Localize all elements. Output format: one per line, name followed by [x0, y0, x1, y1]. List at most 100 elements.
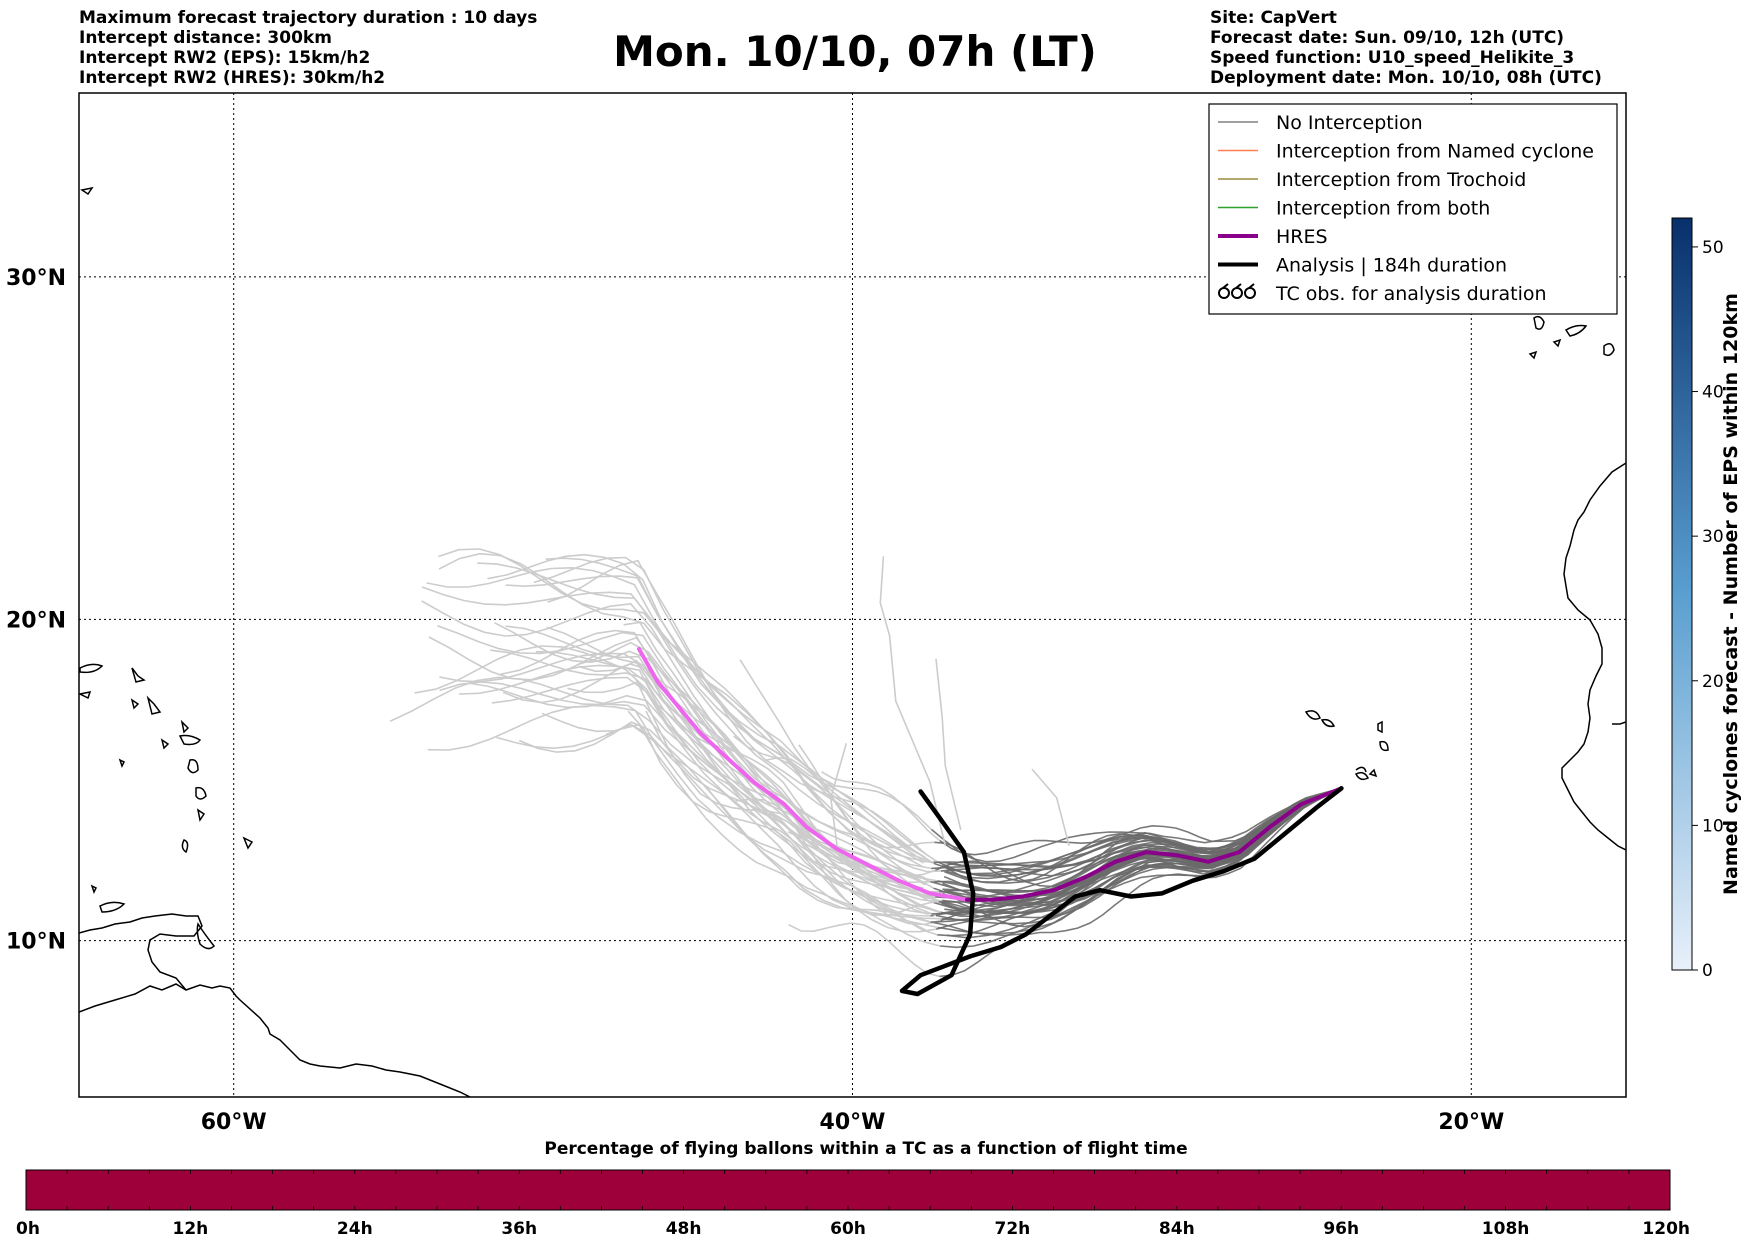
- coast-island-canary-1: [1533, 315, 1545, 330]
- flight-time-tick-label: 108h: [1482, 1219, 1530, 1239]
- tc-obs-symbol-tail: [1235, 283, 1242, 289]
- ensemble-trajectory-stray: [935, 658, 962, 831]
- legend-item: Interception from Named cyclone: [1218, 141, 1594, 163]
- legend-item-label: No Interception: [1276, 112, 1423, 134]
- longitude-tick-label: 40°W: [820, 1110, 886, 1135]
- ensemble-trajectory-stray: [1031, 768, 1070, 847]
- map-frame: [78, 92, 1627, 1098]
- cyclones-colorbar-tick-label: 20: [1702, 672, 1724, 692]
- ensemble-trajectory-early: [578, 663, 926, 879]
- flight-time-tick-label: 84h: [1159, 1219, 1195, 1239]
- ensemble-trajectory-early: [535, 650, 939, 903]
- ensemble-trajectory-early: [500, 629, 941, 903]
- coast-south-america-north: [79, 913, 203, 991]
- coast-caribbean-6: [146, 695, 162, 715]
- ensemble-trajectory-early: [496, 723, 939, 929]
- legend-item-label: Analysis | 184h duration: [1276, 255, 1507, 277]
- ensemble-trajectory-early: [739, 659, 932, 830]
- ensemble-trajectory-late: [933, 787, 1342, 875]
- coast-caribbean-2: [79, 663, 104, 674]
- ensemble-trajectory-late: [934, 787, 1342, 883]
- ensemble-trajectory-early: [438, 552, 932, 870]
- latitude-tick-label: 30°N: [6, 266, 66, 291]
- coast-caribbean-8: [160, 738, 170, 750]
- flight-time-tick-label: 120h: [1642, 1219, 1690, 1239]
- coast-caribbean-12: [196, 808, 206, 822]
- ensemble-trajectory-early: [545, 557, 926, 859]
- coast-south-america: [79, 983, 471, 1097]
- cyclones-colorbar-tick-label: 10: [1702, 816, 1724, 836]
- cyclones-colorbar: 0 10 20 30 40 50 Named cyclones forecast - Nu…: [1671, 217, 1742, 981]
- axis-tick-labels: 60°W 40°W 20°W 10°N 20°N 30°N: [6, 266, 1504, 1135]
- flight-time-tick-label: 24h: [337, 1219, 373, 1239]
- flight-time-tick-label: 12h: [173, 1219, 209, 1239]
- ensemble-trajectory-early: [541, 712, 942, 920]
- analysis-trajectory: [899, 786, 1344, 997]
- ensemble-trajectory-early: [733, 735, 941, 873]
- coast-caribbean-16: [99, 901, 126, 913]
- ensemble-trajectories: [389, 548, 1342, 978]
- flight-time-tick-label: 60h: [830, 1219, 866, 1239]
- coast-caribbean-4: [131, 667, 146, 683]
- coast-island-cv-4: [1379, 740, 1389, 752]
- hres-trajectory: [965, 786, 1344, 902]
- coast-island-cv-1: [1304, 710, 1321, 720]
- coast-island-cv-6: [1355, 766, 1367, 773]
- longitude-tick-label: 60°W: [201, 1110, 267, 1135]
- flight-time-tick-label: 72h: [995, 1219, 1031, 1239]
- map-area: [78, 92, 1627, 1098]
- forecast-parameters: Maximum forecast trajectory duration : 1…: [79, 8, 537, 88]
- latitude-tick-label: 10°N: [6, 930, 66, 955]
- ensemble-trajectory-early: [458, 664, 941, 913]
- ensemble-trajectory-early: [426, 566, 926, 863]
- coast-island-canary-2: [1564, 324, 1588, 337]
- legend-item: Analysis | 184h duration: [1218, 255, 1507, 277]
- ensemble-trajectory-early: [421, 586, 924, 864]
- page-title: Mon. 10/10, 07h (LT): [613, 27, 1097, 76]
- tc-obs-symbol-tail: [1222, 283, 1229, 289]
- coast-caribbean-1: [80, 186, 94, 196]
- flight-time-tick-label: 36h: [501, 1219, 537, 1239]
- site-info-line: Deployment date: Mon. 10/10, 08h (UTC): [1210, 68, 1602, 88]
- cyclones-colorbar-tick-label: 50: [1702, 238, 1724, 258]
- ensemble-trajectory-late: [940, 787, 1342, 877]
- ensemble-trajectory-stray: [829, 743, 848, 846]
- forecast-parameter-line: Intercept RW2 (EPS): 15km/h2: [79, 48, 371, 68]
- hres-trajectory-early: [637, 647, 969, 902]
- cyclones-colorbar-label: Named cyclones forecast - Number of EPS …: [1720, 293, 1742, 895]
- flight-time-tick-label: 96h: [1323, 1219, 1359, 1239]
- coast-caribbean-3: [79, 691, 92, 700]
- legend-box: [1208, 103, 1618, 315]
- legend-item: Interception from both: [1218, 198, 1490, 220]
- coast-caribbean-11: [195, 786, 207, 800]
- legend-item-label: TC obs. for analysis duration: [1275, 283, 1547, 305]
- forecast-parameter-line: Maximum forecast trajectory duration : 1…: [79, 8, 538, 28]
- coast-caribbean-17: [118, 758, 126, 768]
- cyclones-colorbar-bar: [1671, 217, 1693, 971]
- ensemble-trajectory-early: [437, 624, 931, 883]
- flight-time-tick-label: 48h: [666, 1219, 702, 1239]
- site-info-line: Forecast date: Sun. 09/10, 12h (UTC): [1210, 28, 1565, 48]
- coastlines: [79, 186, 1626, 1097]
- legend-item-label: Interception from Trochoid: [1276, 169, 1526, 191]
- flight-time-colorbar-bar: [25, 1169, 1671, 1211]
- ensemble-trajectory-early: [487, 553, 935, 865]
- coast-caribbean-14: [242, 836, 254, 850]
- ensemble-trajectory-early: [578, 641, 926, 886]
- ensemble-trajectory-early: [764, 756, 936, 877]
- coast-island-cv-5: [1354, 771, 1370, 781]
- legend-item-label: Interception from both: [1276, 198, 1490, 220]
- flight-time-colorbar: Percentage of flying ballons within a TC…: [16, 1139, 1690, 1239]
- coast-island-a: [196, 922, 216, 950]
- coast-caribbean-9: [178, 734, 202, 746]
- ensemble-trajectory-early: [735, 798, 943, 916]
- cyclones-colorbar-tick-label: 30: [1702, 527, 1724, 547]
- coast-caribbean-7: [180, 719, 190, 734]
- coast-africa-bulge: [1612, 721, 1626, 725]
- ensemble-trajectory-early: [547, 559, 927, 856]
- flight-time-colorbar-title: Percentage of flying ballons within a TC…: [544, 1139, 1187, 1159]
- cyclones-colorbar-tick-label: 40: [1702, 383, 1724, 403]
- ensemble-trajectory-stray: [879, 556, 947, 846]
- latitude-tick-label: 20°N: [6, 608, 66, 633]
